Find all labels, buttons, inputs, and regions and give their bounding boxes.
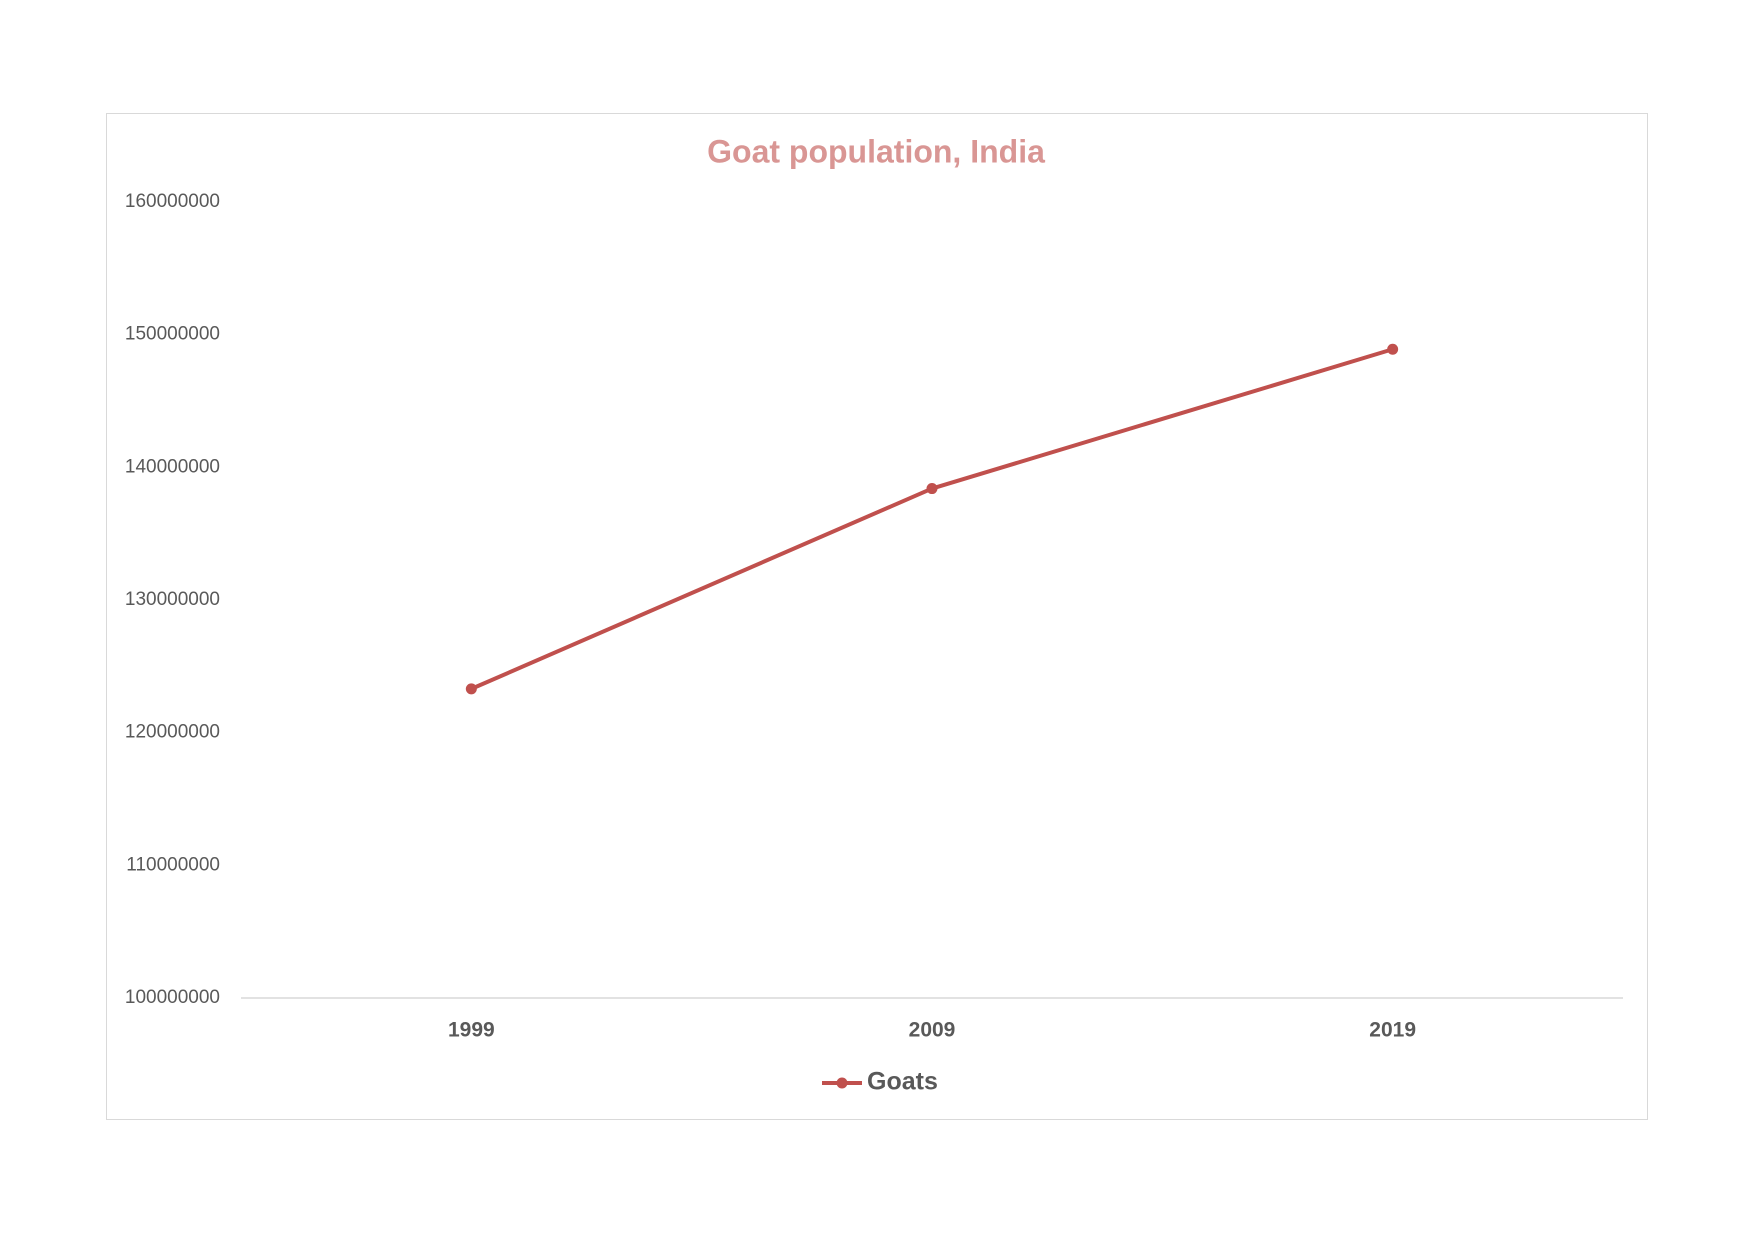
y-tick-label: 150000000 xyxy=(125,324,220,345)
data-point xyxy=(465,683,477,695)
legend-label: Goats xyxy=(867,1068,938,1096)
y-tick-label: 140000000 xyxy=(125,456,220,477)
chart-title: Goat population, India xyxy=(707,133,1045,169)
y-tick-label: 120000000 xyxy=(125,722,220,743)
x-tick-label: 2019 xyxy=(1369,1019,1416,1042)
data-point xyxy=(1387,343,1399,355)
y-tick-label: 110000000 xyxy=(126,854,220,875)
legend-marker xyxy=(836,1077,848,1089)
y-tick-label: 100000000 xyxy=(125,987,220,1008)
data-point xyxy=(926,483,938,495)
x-tick-label: 2009 xyxy=(909,1019,956,1042)
y-tick-label: 130000000 xyxy=(125,589,220,610)
x-tick-label: 1999 xyxy=(448,1019,495,1042)
y-tick-label: 160000000 xyxy=(125,191,220,212)
chart-frame xyxy=(106,113,1648,1120)
